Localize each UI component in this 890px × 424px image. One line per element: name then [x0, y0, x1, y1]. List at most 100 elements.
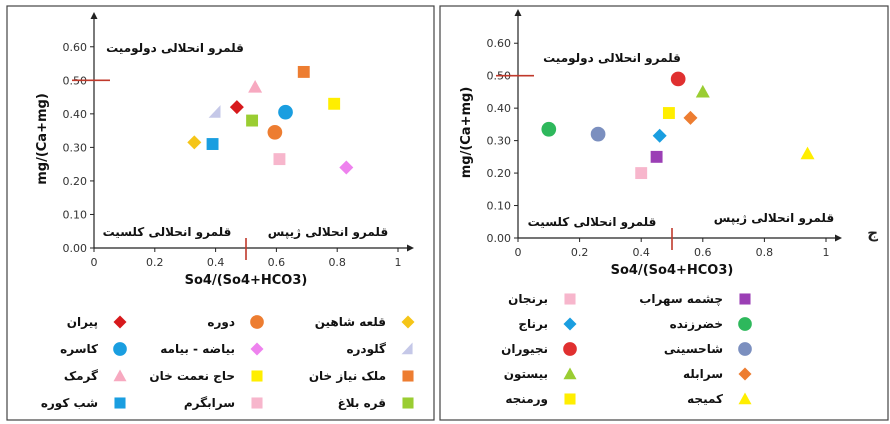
legend-marker — [113, 369, 127, 382]
region-label-calcite: قلمرو انحلالی کلسیت — [103, 225, 232, 240]
legend-label: شب کوره — [41, 396, 98, 411]
data-point — [248, 80, 263, 93]
legend-marker — [402, 397, 414, 409]
scatter-chart-2: 0 0.2 0.4 0.6 0.8 10.000.100.200.300.400.500.… — [439, 5, 889, 421]
legend-marker — [251, 370, 263, 382]
y-tick-label: 0.30 — [487, 135, 512, 148]
legend-marker — [113, 315, 127, 329]
legend-label: بیاضه - بیامه — [160, 342, 235, 356]
data-point — [695, 84, 710, 98]
region-label-gypsum: قلمرو انحلالی ژیپس — [714, 211, 834, 226]
region-label-gypsum: قلمرو انحلالی ژیپس — [268, 225, 388, 240]
legend-label: قره بلاغ — [338, 396, 386, 410]
data-point — [297, 65, 310, 78]
x-tick-label: 1 — [395, 256, 402, 269]
y-tick-label: 0.10 — [487, 200, 512, 213]
legend-marker — [563, 342, 577, 356]
legend-marker — [563, 317, 577, 331]
region-label-dolomite: قلمرو انحلالی دولومیت — [106, 41, 244, 56]
data-point — [670, 71, 686, 87]
legend-marker — [739, 293, 751, 305]
x-tick-label: 0 — [515, 246, 522, 259]
y-tick-label: 0.60 — [487, 37, 512, 50]
y-tick-label: 0.20 — [63, 175, 88, 188]
data-point — [652, 128, 667, 143]
x-tick-label: 0.8 — [328, 256, 346, 269]
x-axis-title: So4/(So4+HCO3) — [611, 263, 734, 278]
data-point — [206, 138, 219, 150]
x-tick-label: 0.2 — [146, 256, 164, 269]
y-tick-label: 0.40 — [63, 108, 88, 121]
y-axis-title: mg/(Ca+mg) — [459, 87, 474, 179]
legend-marker — [564, 293, 576, 305]
y-tick-label: 0.00 — [487, 232, 512, 245]
legend-label: نجیوران — [501, 342, 548, 357]
y-tick-label: 0.20 — [487, 167, 512, 180]
data-point — [187, 135, 202, 150]
legend-label: دوره — [207, 315, 235, 330]
legend-label: چشمه سهراب — [639, 292, 723, 306]
x-tick-label: 1 — [823, 246, 830, 259]
data-point — [278, 104, 293, 120]
data-point — [273, 153, 286, 166]
x-tick-label: 0.4 — [632, 246, 650, 259]
figure-label: ج — [867, 224, 878, 242]
legend-label: حاج نعمت خان — [149, 369, 235, 383]
region-label-calcite: قلمرو انحلالی کلسیت — [528, 215, 657, 230]
x-tick-label: 0.6 — [694, 246, 712, 259]
x-axis-arrow — [407, 244, 414, 252]
legend-label: کاسره — [60, 342, 98, 356]
x-tick-label: 0.6 — [268, 256, 286, 269]
data-point — [590, 126, 606, 142]
data-point — [229, 100, 244, 115]
y-tick-label: 0.10 — [63, 208, 88, 221]
chart-frame — [6, 5, 435, 421]
legend-label: گلودره — [346, 342, 386, 357]
legend-label: کمیجه — [687, 392, 723, 406]
data-point — [635, 167, 648, 180]
y-tick-label: 0.30 — [63, 141, 88, 154]
data-point — [246, 114, 259, 127]
y-tick-label: 0.60 — [63, 41, 88, 54]
legend-marker — [251, 397, 263, 409]
x-axis-title: So4/(So4+HCO3) — [185, 273, 308, 288]
data-point — [683, 110, 698, 125]
legend-label: خضرزنده — [670, 317, 723, 331]
legend-marker — [402, 370, 414, 382]
legend-marker — [250, 315, 264, 329]
x-tick-label: 0.4 — [207, 256, 225, 269]
legend-label: ورمنجه — [505, 392, 548, 407]
x-tick-label: 0.8 — [756, 246, 774, 259]
legend-label: برنجان — [508, 292, 548, 306]
legend-label: بیستون — [504, 367, 548, 382]
data-point — [541, 121, 557, 137]
y-tick-label: 0.00 — [63, 242, 88, 255]
y-axis-title: mg/(Ca+mg) — [35, 93, 50, 185]
y-axis-arrow — [514, 9, 522, 16]
legend-label: گرمک — [64, 369, 98, 383]
chart-frame — [439, 5, 889, 421]
x-tick-label: 0 — [91, 256, 98, 269]
data-point — [208, 105, 221, 118]
legend-marker — [738, 367, 752, 381]
legend-label: برناج — [518, 317, 548, 331]
data-point — [662, 107, 675, 119]
data-point — [328, 97, 341, 110]
legend-marker — [113, 342, 127, 356]
legend-label: سرابگرم — [184, 396, 235, 411]
region-label-dolomite: قلمرو انحلالی دولومیت — [543, 51, 681, 66]
legend-label: سرابله — [683, 367, 723, 381]
y-tick-label: 0.40 — [487, 102, 512, 115]
legend-label: شاحسینی — [664, 342, 723, 356]
data-point — [800, 146, 815, 160]
data-point — [650, 150, 663, 163]
legend-marker — [738, 342, 752, 356]
legend-marker — [738, 317, 752, 331]
legend-marker — [564, 393, 576, 405]
legend-label: ملک نیاز خان — [309, 369, 386, 383]
legend-label: پیران — [67, 315, 98, 329]
scatter-chart-1: 0 0.2 0.4 0.6 0.8 10.000.100.200.300.400.500.… — [6, 5, 435, 421]
y-axis-arrow — [90, 12, 98, 19]
x-axis-arrow — [835, 234, 842, 242]
